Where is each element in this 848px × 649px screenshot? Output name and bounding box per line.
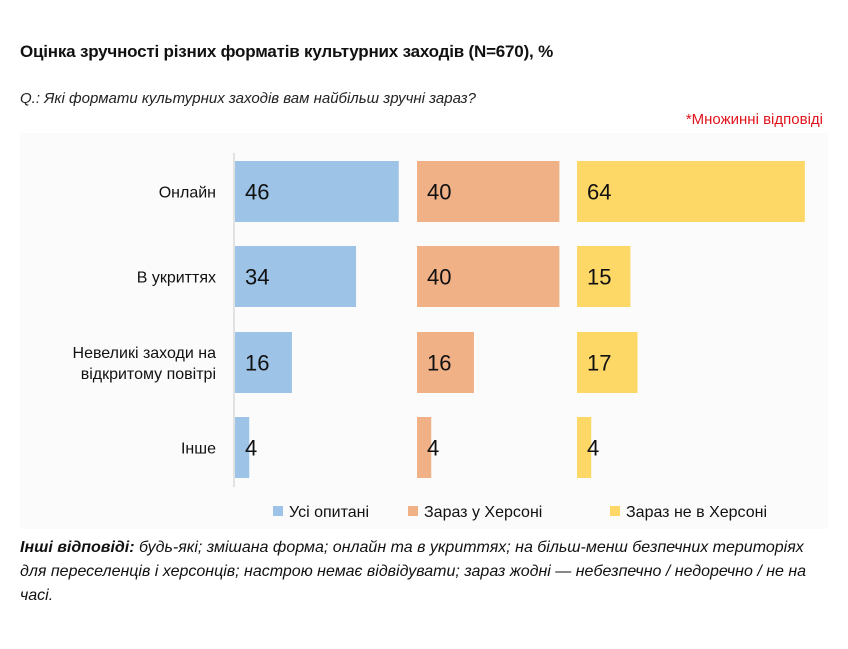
footnote-text: будь-які; змішана форма; онлайн та в укр…: [20, 539, 807, 604]
data-label: 40: [427, 265, 451, 290]
data-label: 4: [587, 436, 599, 461]
legend-label: Усі опитані: [289, 504, 369, 521]
category-label: В укриттях: [137, 270, 216, 287]
category-label-line: Онлайн: [159, 185, 216, 202]
category-label-line: Інше: [181, 441, 216, 458]
footnote-label: Інші відповіді:: [20, 539, 135, 556]
chart-title: Оцінка зручності різних форматів культур…: [20, 42, 553, 61]
legend-swatch: [408, 506, 418, 516]
data-label: 17: [587, 351, 611, 376]
survey-question: Q.: Які формати культурних заходів вам н…: [20, 90, 476, 107]
category-label-line: В укриттях: [137, 270, 216, 287]
bar: [417, 161, 560, 222]
bar: [235, 332, 292, 393]
multiple-answers-note: *Множинні відповіді: [685, 111, 823, 128]
footnote: Інші відповіді: будь-які; змішана форма;…: [20, 536, 828, 608]
bar: [417, 246, 560, 307]
bar-chart: Онлайн В укриттях Невеликі заходи на відкри…: [73, 153, 805, 521]
data-label: 16: [245, 351, 269, 376]
category-label: Невеликі заходи на відкритому повітрі: [73, 345, 217, 383]
data-label: 4: [245, 436, 257, 461]
data-label: 64: [587, 180, 611, 205]
category-label: Онлайн: [159, 185, 216, 202]
bar: [577, 246, 631, 307]
bar: [417, 332, 474, 393]
bar: [577, 161, 805, 222]
data-label: 4: [427, 436, 439, 461]
category-label: Інше: [181, 441, 216, 458]
legend-swatch: [273, 506, 283, 516]
data-label: 16: [427, 351, 451, 376]
legend-label: Зараз не в Херсоні: [626, 504, 767, 521]
data-label: 15: [587, 265, 611, 290]
data-label: 34: [245, 265, 269, 290]
legend-label: Зараз у Херсоні: [424, 504, 542, 521]
bar: [235, 417, 250, 478]
category-label-line: відкритому повітрі: [81, 366, 216, 383]
data-label: 40: [427, 180, 451, 205]
data-label: 46: [245, 180, 269, 205]
bar: [235, 246, 357, 307]
legend-swatch: [610, 506, 620, 516]
bar: [577, 332, 638, 393]
category-label-line: Невеликі заходи на: [73, 345, 217, 362]
bar: [235, 161, 399, 222]
bar: [577, 417, 592, 478]
bar: [417, 417, 432, 478]
